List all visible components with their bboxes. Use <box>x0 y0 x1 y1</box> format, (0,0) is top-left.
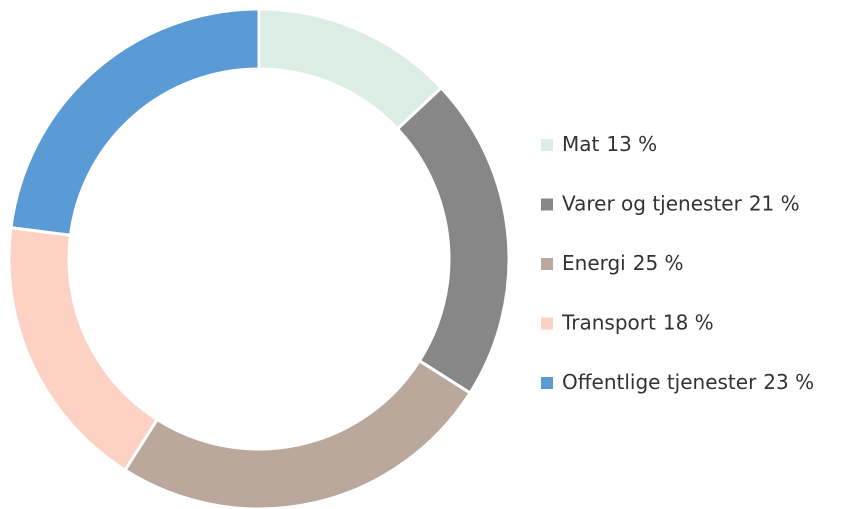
legend-swatch <box>541 258 553 270</box>
legend-name: Energi <box>562 251 626 275</box>
legend-label: Energi 25 % <box>562 251 684 275</box>
legend-name: Varer og tjenester <box>562 191 743 215</box>
donut-segment <box>257 7 444 132</box>
legend-name: Mat <box>562 132 600 156</box>
legend-label: Transport 18 % <box>561 310 714 334</box>
legend-swatch <box>541 139 553 151</box>
legend-name: Offentlige tjenester <box>562 370 757 394</box>
legend-value: 18 % <box>663 310 714 334</box>
donut-segment <box>395 85 511 396</box>
legend-swatch <box>541 198 553 211</box>
legend-swatch <box>541 377 553 389</box>
legend-value: 25 % <box>633 251 684 275</box>
legend-value: 23 % <box>763 370 814 394</box>
legend-label: Varer og tjenester 21 % <box>562 191 800 215</box>
legend-label: Mat 13 % <box>562 132 657 156</box>
legend-name: Transport <box>561 310 656 334</box>
donut-segment <box>7 225 160 473</box>
donut-segment <box>9 7 261 237</box>
legend-swatch <box>541 317 553 330</box>
legend-label: Offentlige tjenester 23 % <box>562 370 814 394</box>
legend-value: 13 % <box>606 132 657 156</box>
donut-segment <box>122 358 473 509</box>
legend-value: 21 % <box>749 191 800 215</box>
